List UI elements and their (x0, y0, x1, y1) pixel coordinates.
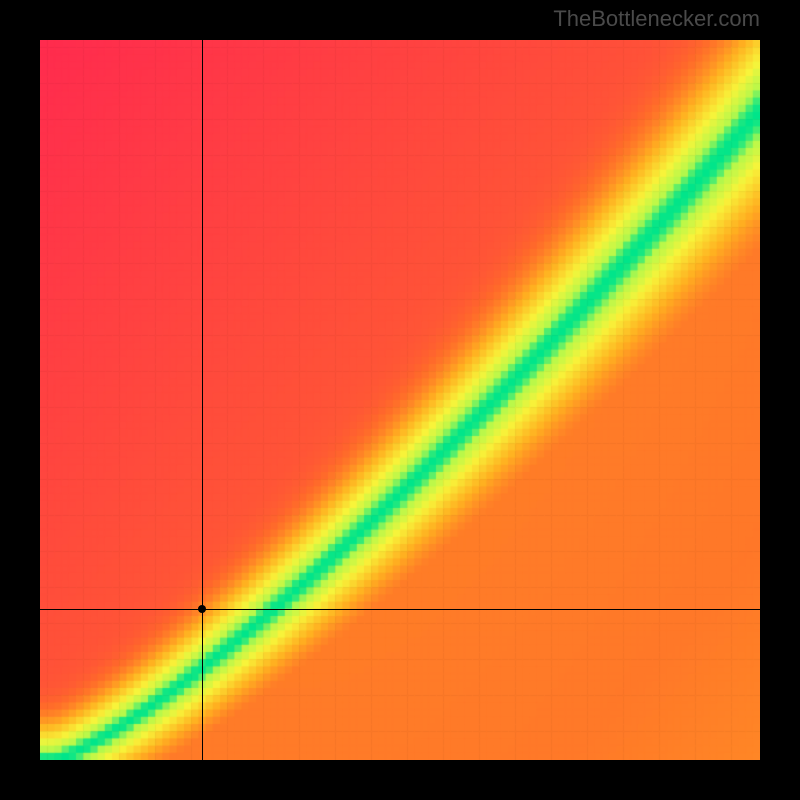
heatmap-canvas (40, 40, 760, 760)
watermark-text: TheBottlenecker.com (553, 6, 760, 32)
heatmap-plot (40, 40, 760, 760)
crosshair-marker-dot (198, 605, 206, 613)
crosshair-horizontal (40, 609, 760, 610)
crosshair-vertical (202, 40, 203, 760)
